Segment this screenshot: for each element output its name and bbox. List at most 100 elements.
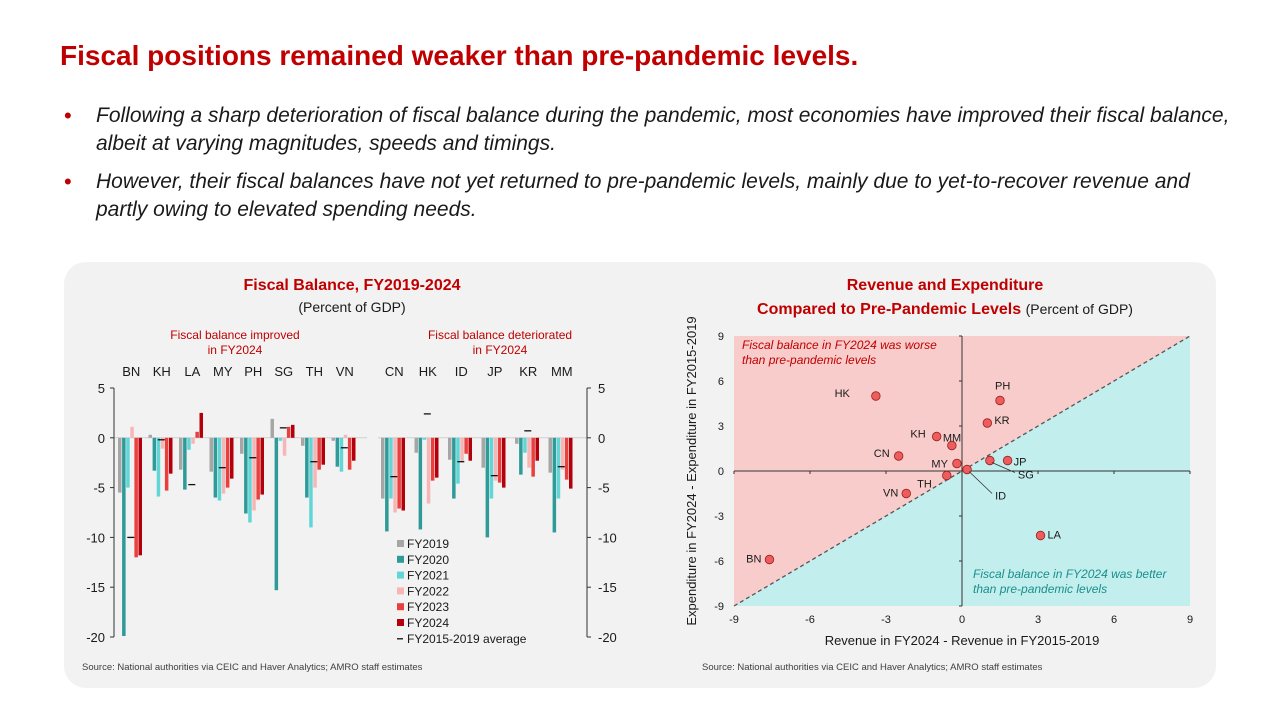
- bar-fy2020: [485, 437, 490, 538]
- bar-fy2023: [497, 437, 502, 483]
- bar-fy2019: [209, 437, 213, 472]
- region-better-label: Fiscal balance in FY2024 was better than …: [973, 567, 1167, 596]
- point-label: CN: [874, 448, 890, 460]
- bar-fy2022: [282, 437, 287, 456]
- y-tick-label-left: 5: [98, 381, 105, 396]
- bar-fy2023: [134, 437, 138, 558]
- bar-fy2023: [317, 437, 321, 470]
- bar-fy2022: [160, 437, 165, 449]
- point-label: JP: [1014, 457, 1027, 469]
- point-label: PH: [995, 381, 1010, 393]
- scatter-point: [764, 554, 775, 565]
- bar-fy2024: [535, 437, 539, 461]
- bar-fy2021: [126, 437, 130, 488]
- x-tick-label: 0: [959, 614, 965, 626]
- scatter-point: [947, 440, 957, 451]
- bar-fy2023: [397, 437, 401, 509]
- bar-fy2020: [452, 437, 456, 499]
- bar-fy2021: [556, 437, 561, 499]
- bar-chart-source: Source: National authorities via CEIC an…: [82, 662, 423, 673]
- x-tick-label: 6: [1111, 614, 1117, 626]
- y-tick-label-left: 0: [98, 431, 105, 446]
- legend-label: FY2019: [407, 537, 449, 551]
- scatter-chart-title: Revenue and Expenditure: [846, 277, 1044, 294]
- x-tick-label: -6: [805, 614, 815, 626]
- bar-fy2019: [381, 437, 385, 499]
- y-tick-label: 3: [718, 421, 724, 433]
- point-label: BN: [746, 554, 761, 566]
- point-label: TH: [917, 479, 932, 491]
- bar-fy2023: [347, 437, 352, 470]
- diagonal-45-line: [733, 335, 1191, 607]
- bar-fy2022: [426, 437, 431, 504]
- legend-label: FY2020: [407, 553, 449, 567]
- group-label-line: Fiscal balance deteriorated: [428, 328, 572, 342]
- legend-swatch: [397, 540, 404, 547]
- y-tick-label: 0: [718, 466, 724, 478]
- y-tick-label-left: -15: [86, 580, 105, 595]
- y-axis-label: Expenditure in FY2024 - Expenditure in F…: [684, 316, 699, 625]
- bar-fy2022: [560, 437, 565, 470]
- y-tick-label-right: -10: [598, 530, 617, 545]
- bar-fy2023: [531, 437, 535, 477]
- bar-fy2024: [401, 437, 405, 511]
- bar-fy2023: [286, 426, 291, 438]
- scatter-point: [1035, 530, 1046, 541]
- category-label: LA: [184, 364, 200, 379]
- bar-fy2021: [278, 437, 283, 441]
- scatter-point: [871, 391, 881, 401]
- category-label: HK: [419, 364, 437, 379]
- bar-fy2022: [527, 437, 531, 468]
- scatter-chart: -9 -6 -3 0 3 6 9 9 6 3 0 -3 -6 -9 Revenue in FY2024 - …: [684, 316, 1193, 648]
- bar-fy2021: [309, 437, 313, 528]
- bar-fy2020: [152, 437, 157, 471]
- bar-fy2024: [260, 437, 264, 495]
- bar-fy2019: [270, 418, 274, 438]
- group-label: Fiscal balance improved in FY2024: [170, 328, 299, 357]
- bar-fy2020: [274, 437, 279, 591]
- bar-fy2020: [335, 437, 340, 467]
- point-label: KH: [910, 429, 925, 441]
- group-label: Fiscal balance deteriorated in FY2024: [428, 328, 572, 357]
- legend-swatch: [397, 587, 404, 595]
- legend-swatch: [397, 619, 404, 626]
- point-label: VN: [883, 488, 898, 500]
- bar-fy2020: [519, 437, 523, 475]
- bar-fy2020: [244, 437, 248, 514]
- point-label: HK: [835, 388, 851, 400]
- y-tick-label-right: -20: [598, 630, 617, 645]
- bar-fy2023: [225, 437, 230, 488]
- group-label-line: in FY2024: [208, 343, 263, 357]
- bar-fy2022: [313, 437, 317, 488]
- legend-swatch: [397, 555, 404, 563]
- bar-fy2019: [548, 437, 552, 473]
- bar-fy2019: [481, 437, 485, 468]
- bar-fy2024: [502, 437, 506, 488]
- bar-fy2023: [430, 437, 435, 481]
- legend-label: FY2022: [407, 584, 449, 598]
- bar-fy2020: [418, 437, 423, 530]
- bar-fy2024: [569, 437, 573, 489]
- bullet-item: • However, their fiscal balances have no…: [60, 168, 1230, 224]
- bar-fy2022: [460, 437, 464, 462]
- x-tick-label: -9: [729, 614, 739, 626]
- scatter-chart-source: Source: National authorities via CEIC an…: [702, 662, 1043, 673]
- bar-fy2024: [352, 437, 356, 461]
- bar-fy2024: [138, 437, 142, 556]
- bar-fy2024: [199, 412, 203, 438]
- bar-fy2019: [179, 437, 183, 470]
- category-label: KR: [519, 364, 537, 379]
- bar-fy2024: [291, 424, 295, 438]
- bar-fy2021: [456, 437, 460, 484]
- bar-fy2019: [301, 437, 305, 446]
- scatter-point: [995, 395, 1005, 406]
- bar-fy2019: [148, 434, 152, 438]
- category-label: ID: [455, 364, 468, 379]
- y-tick-label: 6: [718, 376, 724, 388]
- bar-fy2024: [468, 437, 472, 461]
- category-label: MM: [551, 364, 573, 379]
- scatter-point: [931, 431, 942, 442]
- bar-fy2023: [256, 437, 260, 500]
- x-tick-label: 9: [1187, 614, 1193, 626]
- point-label: MM: [943, 433, 961, 445]
